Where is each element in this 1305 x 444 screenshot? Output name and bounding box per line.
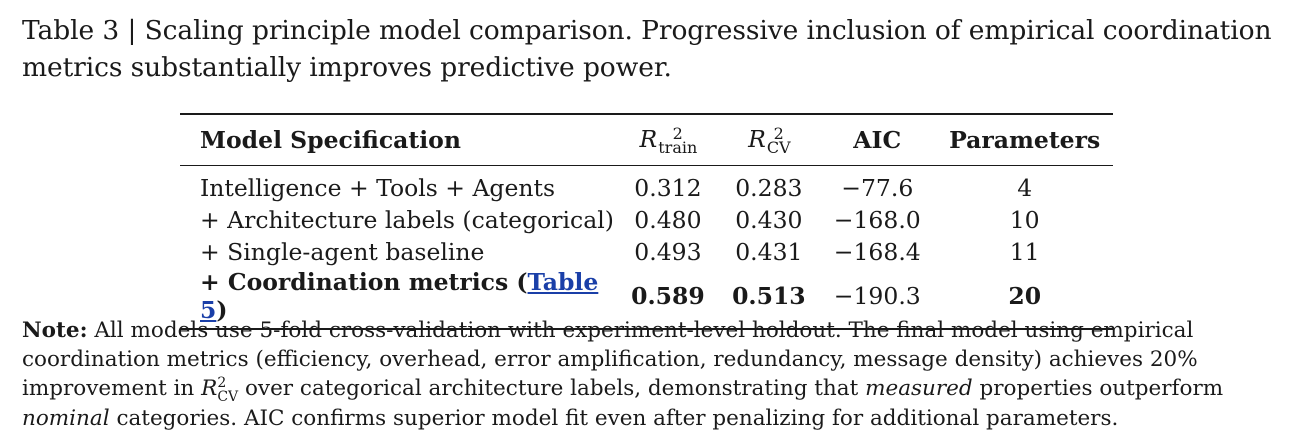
header-r2-train-base: R: [639, 124, 658, 153]
table-row: + Architecture labels (categorical) 0.48…: [180, 204, 1113, 236]
note-text-1: All models use 5-fold cross-validation w…: [22, 318, 1198, 401]
cell-r2-cv: 0.283: [735, 174, 803, 202]
header-aic: AIC: [853, 126, 902, 154]
cell-model: Intelligence + Tools + Agents: [200, 174, 556, 202]
cell-model: + Coordination metrics (Table 5): [180, 268, 616, 329]
cell-model-prefix: + Coordination metrics (: [200, 268, 528, 296]
table-row: Intelligence + Tools + Agents 0.312 0.28…: [180, 166, 1113, 205]
cell-aic: −77.6: [841, 174, 914, 202]
cell-r2-train: 0.589: [631, 282, 705, 310]
note-text-3: properties outperform: [972, 376, 1224, 401]
table-row: + Single-agent baseline 0.493 0.431 −168…: [180, 236, 1113, 268]
header-r2-cv-sup: 2: [773, 124, 784, 143]
note-em-measured: measured: [865, 376, 973, 401]
note-label: Note:: [22, 318, 88, 343]
cell-r2-cv: 0.430: [735, 206, 803, 234]
model-comparison-table: Model Specification R 2 train R 2 CV AIC Par…: [180, 113, 1113, 330]
note-math-r2cv: R 2 CV: [201, 375, 239, 405]
table-header-row: Model Specification R 2 train R 2 CV AIC Par…: [180, 114, 1113, 166]
table-note: Note: All models use 5-fold cross-valida…: [22, 316, 1287, 433]
model-comparison-table-wrapper: Model Specification R 2 train R 2 CV AIC Par…: [180, 113, 1113, 330]
header-r2-train-sub: train: [658, 138, 698, 157]
cell-aic: −168.0: [833, 206, 921, 234]
note-text-2: over categorical architecture labels, de…: [238, 376, 866, 401]
cell-parameters: 10: [1009, 206, 1040, 234]
note-math-base: R: [201, 376, 218, 401]
header-r2-cv-sub: CV: [766, 138, 791, 157]
cell-aic: −168.4: [833, 238, 921, 266]
cell-parameters: 4: [1017, 174, 1033, 202]
cell-parameters: 11: [1009, 238, 1040, 266]
cell-r2-train: 0.312: [634, 174, 702, 202]
header-r2-cv: R 2 CV: [720, 114, 819, 166]
header-r2-train-sup: 2: [672, 124, 683, 143]
cell-r2-train: 0.493: [634, 238, 702, 266]
header-r2-cv-base: R: [748, 124, 766, 153]
note-math-sup: 2: [217, 375, 227, 391]
note-text-4: categories. AIC confirms superior model …: [109, 406, 1119, 431]
cell-model: + Single-agent baseline: [200, 238, 485, 266]
cell-r2-cv: 0.513: [732, 282, 806, 310]
cell-aic: −190.3: [833, 282, 921, 310]
table-row: + Coordination metrics (Table 5) 0.589 0…: [180, 268, 1113, 329]
cell-model-suffix: ): [216, 296, 228, 324]
cell-parameters: 20: [1008, 282, 1042, 310]
table-5-link[interactable]: Table 5: [200, 268, 599, 324]
note-math-sub: CV: [217, 389, 239, 405]
note-em-nominal: nominal: [22, 406, 110, 431]
header-r2-train: R 2 train: [616, 114, 719, 166]
header-parameters: Parameters: [949, 126, 1101, 154]
cell-model: + Architecture labels (categorical): [200, 206, 614, 234]
cell-r2-train: 0.480: [634, 206, 702, 234]
cell-r2-cv: 0.431: [735, 238, 803, 266]
table-caption: Table 3 | Scaling principle model compar…: [22, 15, 1272, 83]
header-model-specification: Model Specification: [200, 126, 461, 154]
